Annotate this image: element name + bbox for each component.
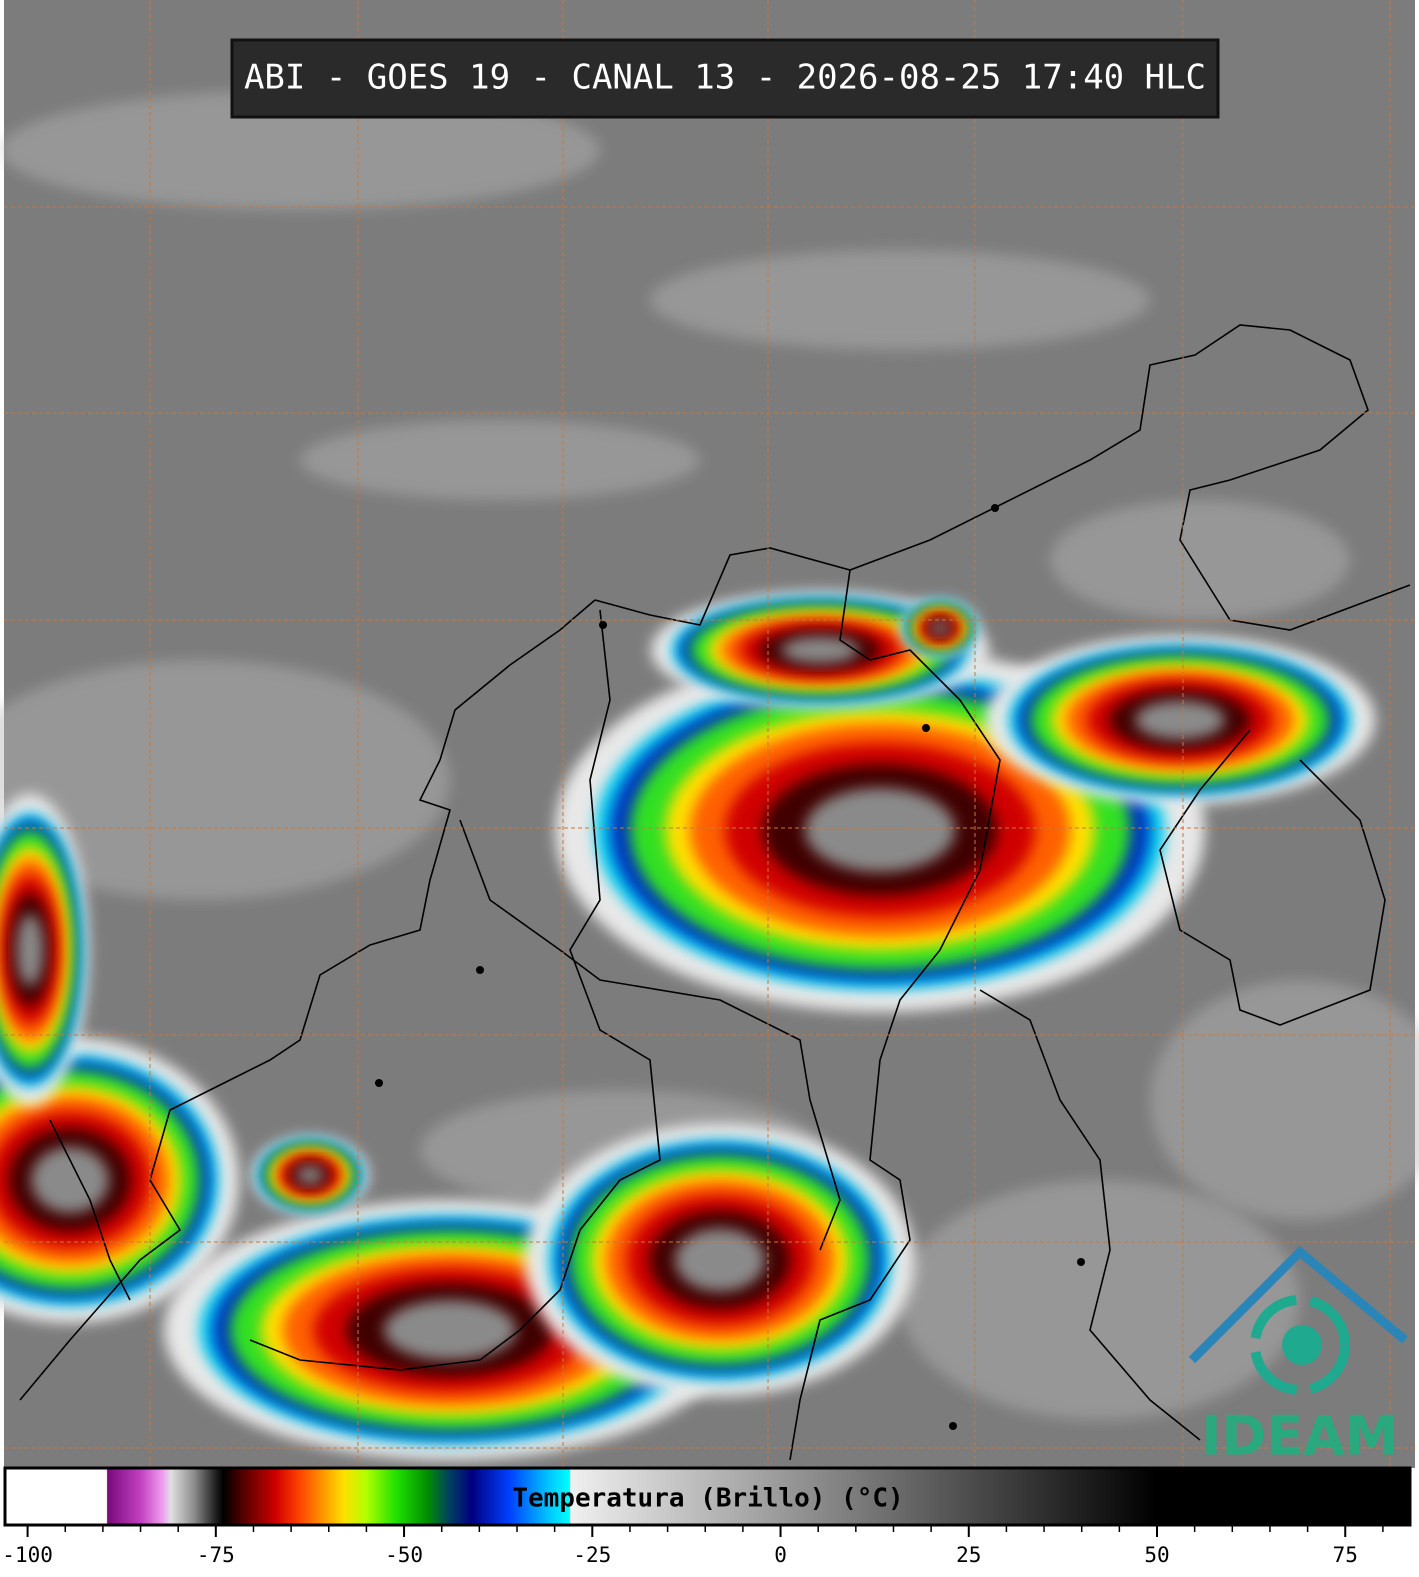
title-box xyxy=(230,38,1220,119)
cirrus xyxy=(0,660,450,900)
cloud-top xyxy=(16,914,44,986)
colorbar-ticks: -100 -75 -50 -25 0 25 50 75 xyxy=(2,1525,1384,1567)
cloud-top xyxy=(781,636,859,664)
tick-label: 50 xyxy=(1144,1543,1169,1567)
cloud-top xyxy=(805,788,955,872)
cirrus xyxy=(1050,500,1350,620)
cirrus xyxy=(1150,980,1419,1220)
logo: IDEAM xyxy=(1188,1245,1408,1468)
logo-text: IDEAM xyxy=(1201,1405,1398,1468)
cirrus xyxy=(650,250,1150,350)
boundaries xyxy=(19,324,1411,1461)
colorbar-label: Temperatura (Brillo) (°C) xyxy=(512,1484,903,1514)
tick-label: -50 xyxy=(385,1543,423,1567)
cloud-top xyxy=(931,621,949,635)
tick-label: 25 xyxy=(956,1543,981,1567)
cirrus xyxy=(300,420,700,500)
cloud-top xyxy=(1135,700,1225,740)
cirrus xyxy=(900,1180,1300,1420)
tick-label: 0 xyxy=(774,1543,787,1567)
cloud-top xyxy=(296,1166,324,1184)
tick-label: -75 xyxy=(197,1543,235,1567)
title: ABI - GOES 19 - CANAL 13 - 2026-08-25 17… xyxy=(244,58,1206,98)
tick-label: -100 xyxy=(2,1543,53,1567)
tick-label: 75 xyxy=(1333,1543,1358,1567)
cities xyxy=(375,504,1085,1430)
colorbar xyxy=(3,1466,1412,1527)
cloud-top xyxy=(31,1147,109,1213)
cloud-top xyxy=(675,1228,765,1292)
cloud-top xyxy=(384,1300,516,1360)
tick-label: -25 xyxy=(573,1543,611,1567)
cloud-layer xyxy=(0,90,1419,1460)
